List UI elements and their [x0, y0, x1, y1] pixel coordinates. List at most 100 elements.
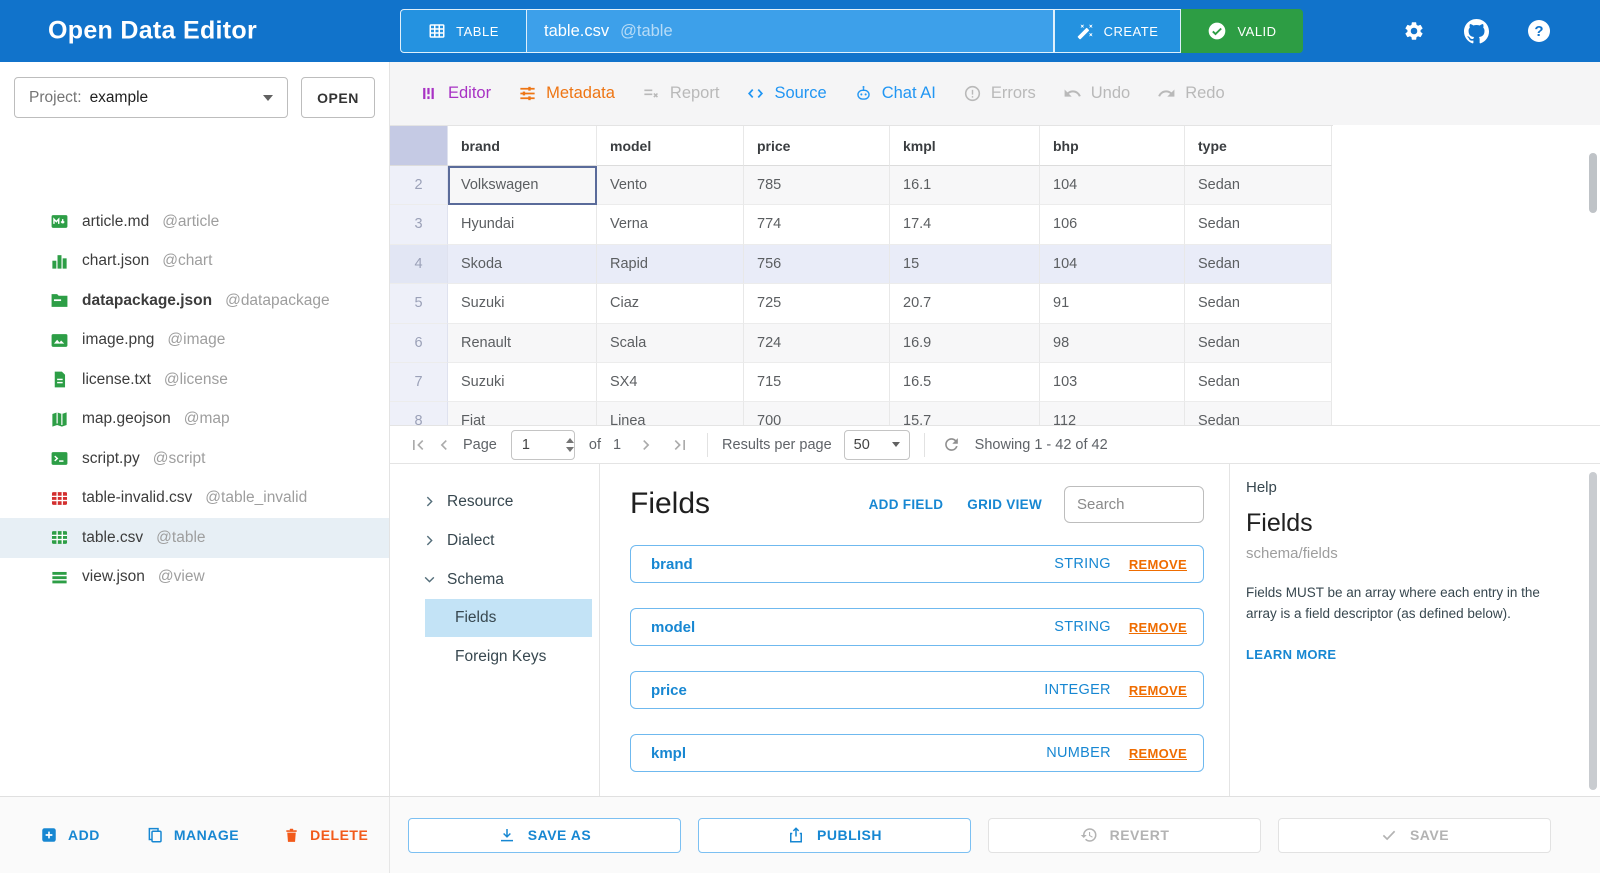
grid-cell[interactable]: Suzuki: [448, 362, 597, 403]
field-card-brand[interactable]: brand STRING REMOVE: [630, 545, 1204, 583]
help-icon[interactable]: ?: [1528, 20, 1550, 42]
file-item-chart[interactable]: chart.json @chart: [0, 242, 389, 282]
field-type-label[interactable]: NUMBER: [1046, 745, 1111, 761]
file-item-table-invalid[interactable]: table-invalid.csv @table_invalid: [0, 479, 389, 519]
row-number[interactable]: 5: [390, 284, 448, 324]
grid-cell[interactable]: Hyundai: [448, 205, 597, 245]
file-item-map[interactable]: map.geojson @map: [0, 400, 389, 440]
row-number[interactable]: 2: [390, 166, 448, 206]
tab-chat-ai[interactable]: Chat AI: [854, 84, 936, 103]
file-item-article[interactable]: article.md @article: [0, 202, 389, 242]
grid-view-button[interactable]: GRID VIEW: [967, 496, 1042, 512]
nav-item-resource[interactable]: Resource: [390, 482, 599, 521]
field-card-kmpl[interactable]: kmpl NUMBER REMOVE: [630, 734, 1204, 772]
field-type-label[interactable]: STRING: [1054, 619, 1111, 635]
grid-cell[interactable]: 785: [744, 166, 890, 206]
grid-cell[interactable]: Verna: [597, 205, 744, 245]
undo-button[interactable]: Undo: [1063, 84, 1130, 103]
field-name[interactable]: price: [651, 681, 687, 699]
grid-cell[interactable]: 700: [744, 402, 890, 425]
revert-button[interactable]: REVERT: [988, 817, 1261, 853]
field-card-model[interactable]: model STRING REMOVE: [630, 608, 1204, 646]
row-number[interactable]: 6: [390, 323, 448, 363]
grid-cell[interactable]: Sedan: [1185, 244, 1332, 285]
grid-cell[interactable]: Sedan: [1185, 323, 1332, 363]
grid-cell[interactable]: 16.5: [890, 362, 1040, 403]
grid-cell[interactable]: 17.4: [890, 205, 1040, 245]
learn-more-link[interactable]: LEARN MORE: [1246, 646, 1337, 662]
grid-cell[interactable]: 106: [1040, 205, 1185, 245]
grid-cell[interactable]: Sedan: [1185, 166, 1332, 206]
results-per-page-select[interactable]: 50: [843, 429, 910, 460]
grid-cell[interactable]: Sedan: [1185, 205, 1332, 245]
tab-errors[interactable]: Errors: [963, 84, 1036, 103]
grid-cell[interactable]: Skoda: [448, 244, 597, 285]
field-name[interactable]: model: [651, 618, 696, 636]
next-page-icon[interactable]: [633, 432, 659, 458]
grid-cell[interactable]: Sedan: [1185, 402, 1332, 425]
table-scrollbar-thumb[interactable]: [1589, 153, 1597, 213]
column-header[interactable]: kmpl: [890, 126, 1040, 166]
tab-source[interactable]: Source: [746, 84, 827, 103]
grid-cell[interactable]: 715: [744, 362, 890, 403]
page-number-input[interactable]: [510, 429, 575, 460]
grid-cell[interactable]: 725: [744, 284, 890, 324]
publish-button[interactable]: PUBLISH: [698, 817, 971, 853]
grid-cell[interactable]: Scala: [597, 323, 744, 363]
page-number-field[interactable]: [511, 435, 564, 454]
create-button[interactable]: CREATE: [1054, 9, 1181, 53]
delete-file-button[interactable]: DELETE: [283, 827, 368, 844]
field-type-label[interactable]: STRING: [1054, 556, 1111, 572]
row-number[interactable]: 3: [390, 205, 448, 245]
grid-cell[interactable]: Fiat: [448, 402, 597, 425]
nav-item-foreign-keys[interactable]: Foreign Keys: [455, 648, 547, 665]
grid-cell[interactable]: Vento: [597, 166, 744, 206]
nav-item-fields[interactable]: Fields: [425, 599, 592, 637]
row-number[interactable]: 7: [390, 362, 448, 403]
grid-cell[interactable]: 756: [744, 244, 890, 285]
column-header[interactable]: price: [744, 126, 890, 166]
grid-cell[interactable]: 103: [1040, 362, 1185, 403]
file-path-field[interactable]: table.csv @table: [527, 9, 1054, 53]
remove-field-button[interactable]: REMOVE: [1128, 556, 1187, 572]
grid-cell[interactable]: 104: [1040, 166, 1185, 206]
file-item-script[interactable]: script.py @script: [0, 439, 389, 479]
grid-cell-selected[interactable]: Volkswagen: [448, 166, 597, 206]
file-item-view[interactable]: view.json @view: [0, 558, 389, 598]
grid-cell[interactable]: Renault: [448, 323, 597, 363]
grid-cell[interactable]: 104: [1040, 244, 1185, 285]
file-item-datapackage[interactable]: datapackage.json @datapackage: [0, 281, 389, 321]
grid-cell[interactable]: Linea: [597, 402, 744, 425]
grid-cell[interactable]: 112: [1040, 402, 1185, 425]
manage-files-button[interactable]: MANAGE: [146, 826, 239, 844]
column-header[interactable]: bhp: [1040, 126, 1185, 166]
tab-metadata[interactable]: Metadata: [518, 84, 615, 103]
file-item-table[interactable]: table.csv @table: [0, 518, 389, 558]
row-number[interactable]: 8: [390, 402, 448, 425]
panel-scrollbar-thumb[interactable]: [1589, 472, 1597, 790]
grid-cell[interactable]: 16.9: [890, 323, 1040, 363]
save-button[interactable]: SAVE: [1278, 817, 1551, 853]
spinner-up-icon[interactable]: [565, 437, 574, 443]
grid-cell[interactable]: 774: [744, 205, 890, 245]
grid-cell[interactable]: 724: [744, 323, 890, 363]
grid-cell[interactable]: Ciaz: [597, 284, 744, 324]
tab-editor[interactable]: Editor: [420, 84, 491, 103]
previous-page-icon[interactable]: [431, 432, 457, 458]
remove-field-button[interactable]: REMOVE: [1128, 682, 1187, 698]
field-type-label[interactable]: INTEGER: [1044, 682, 1111, 698]
refresh-icon[interactable]: [939, 432, 965, 458]
grid-cell[interactable]: 98: [1040, 323, 1185, 363]
file-item-license[interactable]: license.txt @license: [0, 360, 389, 400]
grid-cell[interactable]: Rapid: [597, 244, 744, 285]
grid-cell[interactable]: Suzuki: [448, 284, 597, 324]
spinner-down-icon[interactable]: [565, 446, 574, 452]
file-type-tab[interactable]: TABLE: [400, 9, 527, 53]
tab-report[interactable]: Report: [642, 84, 719, 103]
first-page-icon[interactable]: [405, 432, 431, 458]
open-project-button[interactable]: OPEN: [301, 77, 375, 118]
project-select[interactable]: Project: example: [14, 77, 288, 118]
column-header[interactable]: brand: [448, 126, 597, 166]
column-header[interactable]: type: [1185, 126, 1332, 166]
nav-item-dialect[interactable]: Dialect: [390, 521, 599, 560]
